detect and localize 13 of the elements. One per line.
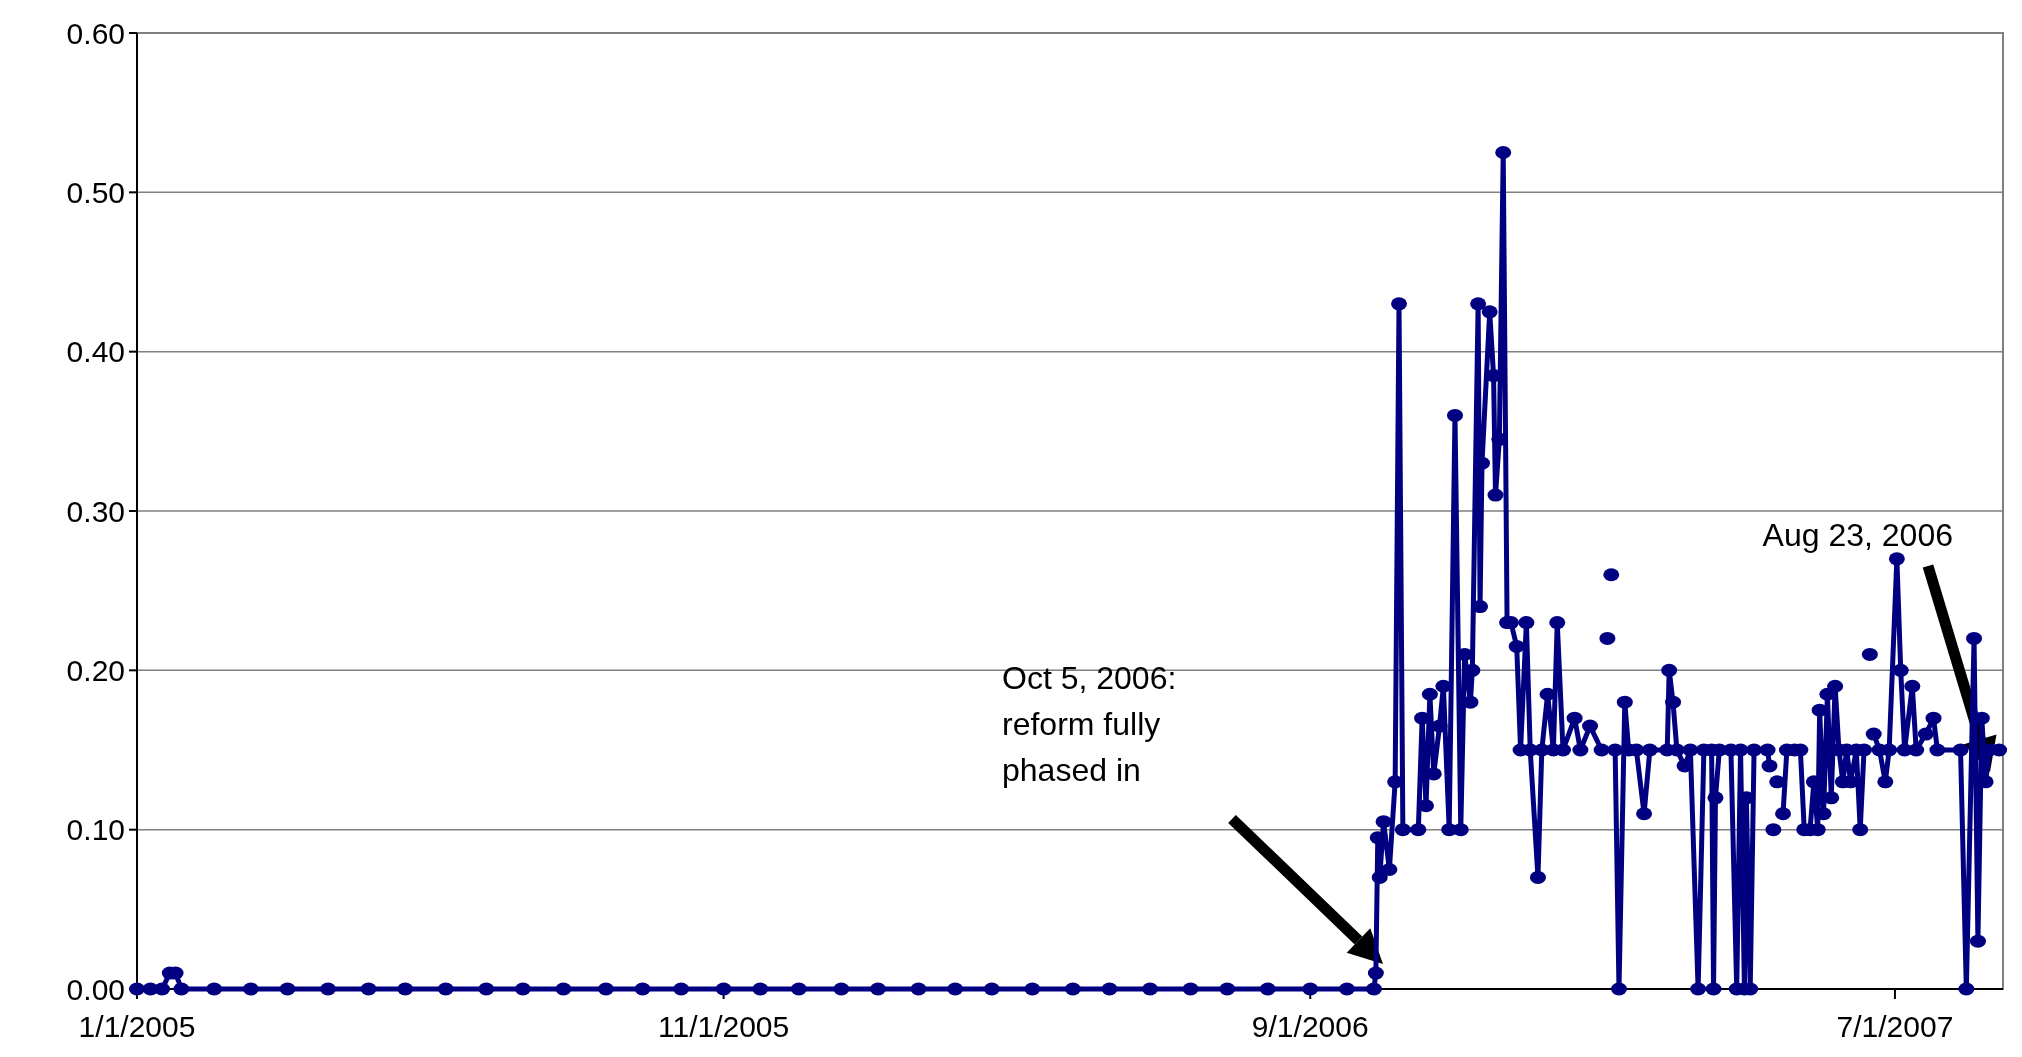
y-tick-label: 0.50 xyxy=(66,175,125,209)
annotation: Oct 5, 2006: reform fully phased in xyxy=(1002,660,1177,788)
y-tick-label: 0.20 xyxy=(66,653,125,687)
y-tick-label: 0.30 xyxy=(66,494,125,528)
annotation: Aug 23, 2006 xyxy=(1762,517,1953,553)
x-tick-label: 1/1/2005 xyxy=(78,1010,196,1043)
x-tick-label: 11/1/2005 xyxy=(658,1010,790,1043)
x-tick-label: 9/1/2006 xyxy=(1251,1010,1369,1043)
y-tick-label: 0.60 xyxy=(66,16,125,50)
y-tick-label: 0.40 xyxy=(66,335,125,369)
x-tick-label: 7/1/2007 xyxy=(1836,1010,1954,1043)
y-tick-label: 0.10 xyxy=(66,813,125,847)
y-tick-label: 0.00 xyxy=(66,972,125,1006)
